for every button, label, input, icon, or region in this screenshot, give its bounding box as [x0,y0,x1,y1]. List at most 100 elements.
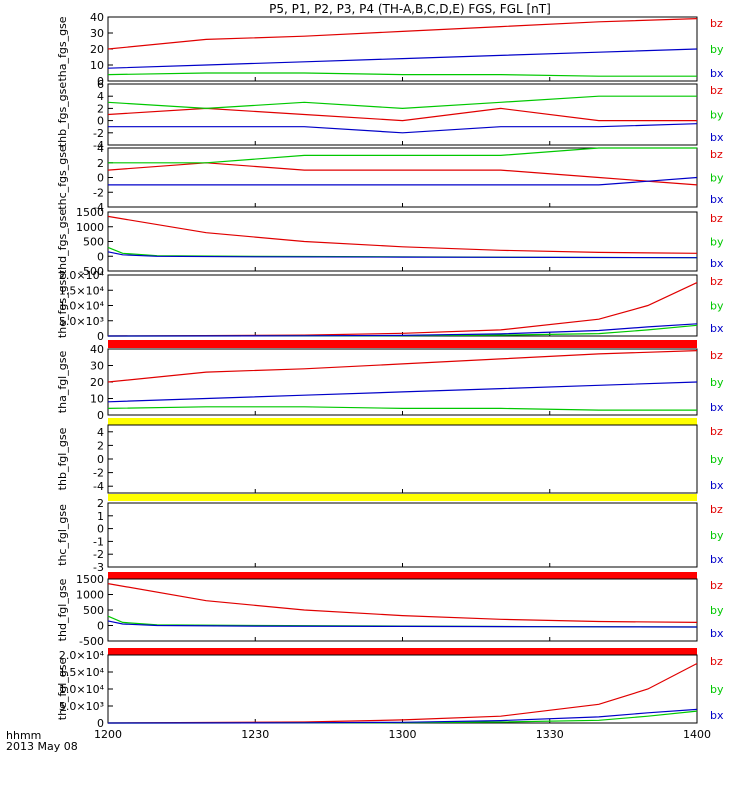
panel-frame-8 [107,578,698,642]
ytick-label-3-1: 0 [97,250,104,263]
ytick-label-2-1: -2 [93,186,104,199]
legend-3-by: by [710,236,724,249]
legend-0-bx: bx [710,67,724,80]
ytick-label-2-2: 0 [97,172,104,185]
series-0-bx [107,48,698,69]
series-5-bx [107,381,698,403]
series-5-bz [107,350,698,383]
ytick-label-0-1: 10 [90,59,104,72]
legend-7-by: by [710,529,724,542]
panel-frame-9 [107,654,698,724]
ytick-label-3-3: 1000 [76,221,104,234]
status-bar-0 [108,340,697,348]
time-label: hhmm [6,729,41,742]
ylabel-7: thc_fgl_gse [56,504,69,566]
series-4-bz [107,282,698,337]
ytick-label-6-0: -4 [93,480,104,493]
ytick-label-1-2: 0 [97,115,104,128]
ytick-label-0-2: 20 [90,43,104,56]
series-2-bz [107,162,698,186]
status-bar-4 [108,648,697,655]
status-bar-1 [108,418,697,425]
ytick-label-8-3: 1000 [76,589,104,602]
ytick-label-9-2: 1.0×10⁴ [59,683,105,696]
ytick-label-1-4: 4 [97,90,104,103]
series-3-bx [107,251,698,259]
legend-8-bz: bz [710,579,723,592]
ytick-label-4-1: 5.0×10³ [59,315,104,328]
series-3-bz [107,215,698,254]
panel-frame-7 [107,502,698,568]
legend-2-by: by [710,172,724,185]
ytick-label-1-5: 6 [97,78,104,91]
ytick-label-6-1: -2 [93,467,104,480]
legend-4-by: by [710,300,724,313]
ytick-label-8-4: 1500 [76,573,104,586]
legend-0-bz: bz [710,17,723,30]
ytick-label-5-1: 10 [90,393,104,406]
status-bar-3 [108,572,697,579]
xtick-label-3: 1330 [536,728,564,741]
ytick-label-6-4: 4 [97,426,104,439]
ytick-label-5-0: 0 [97,409,104,422]
legend-5-by: by [710,376,724,389]
series-5-by [107,406,697,411]
ytick-label-9-1: 5.0×10³ [59,700,104,713]
legend-3-bz: bz [710,212,723,225]
panel-frame-6 [107,424,698,494]
legend-5-bx: bx [710,401,724,414]
ytick-label-7-2: -1 [93,535,104,548]
ylabel-4: the_fgs_gse [56,273,69,338]
ytick-label-0-0: 0 [97,75,104,88]
xtick-label-4: 1400 [683,728,711,741]
series-1-bz [107,107,697,122]
ytick-label-6-2: 0 [97,453,104,466]
ytick-label-0-4: 40 [90,11,104,24]
ytick-label-3-4: 1500 [76,206,104,219]
ytick-label-8-2: 500 [83,604,104,617]
panel-frame-5 [107,348,698,416]
ytick-label-1-0: -4 [93,139,104,152]
ytick-label-9-3: 1.5×10⁴ [59,666,105,679]
legend-9-by: by [710,683,724,696]
ytick-label-3-2: 500 [83,236,104,249]
ytick-label-4-2: 1.0×10⁴ [59,300,105,313]
ylabel-8: thd_fgl_gse [56,578,69,641]
ytick-label-8-0: -500 [79,635,104,648]
legend-6-by: by [710,453,724,466]
xtick-label-2: 1300 [389,728,417,741]
ytick-label-7-4: 1 [97,510,104,523]
status-bar-2 [108,494,697,501]
ytick-label-7-5: 2 [97,497,104,510]
ylabel-5: tha_fgl_gse [56,351,69,414]
legend-2-bz: bz [710,148,723,161]
panel-frame-3 [107,211,698,272]
legend-8-bx: bx [710,627,724,640]
ylabel-1: thb_fgs_gse [56,82,69,148]
panel-frame-0 [107,16,698,82]
ytick-label-2-3: 2 [97,157,104,170]
legend-8-by: by [710,604,724,617]
legend-5-bz: bz [710,349,723,362]
series-1-bx [108,123,698,134]
ylabel-6: thb_fgl_gse [56,427,69,490]
ytick-label-7-0: -3 [93,561,104,574]
series-4-bx [107,323,698,337]
legend-1-by: by [710,109,724,122]
xtick-label-1: 1230 [241,728,269,741]
legend-2-bx: bx [710,193,724,206]
ytick-label-9-0: 0 [97,717,104,730]
ytick-label-1-1: -2 [93,127,104,140]
ylabel-2: thc_fgs_gse [56,145,69,210]
ytick-label-5-4: 40 [90,343,104,356]
panel-frame-4 [107,274,698,337]
series-0-by [107,72,697,77]
ytick-label-8-1: 0 [97,620,104,633]
ytick-label-4-4: 2.0×10⁴ [59,269,105,282]
series-0-bz [107,18,698,50]
ytick-label-0-3: 30 [90,27,104,40]
series-8-bx [107,620,698,628]
ytick-label-2-4: 4 [97,142,104,155]
legend-9-bx: bx [710,709,724,722]
